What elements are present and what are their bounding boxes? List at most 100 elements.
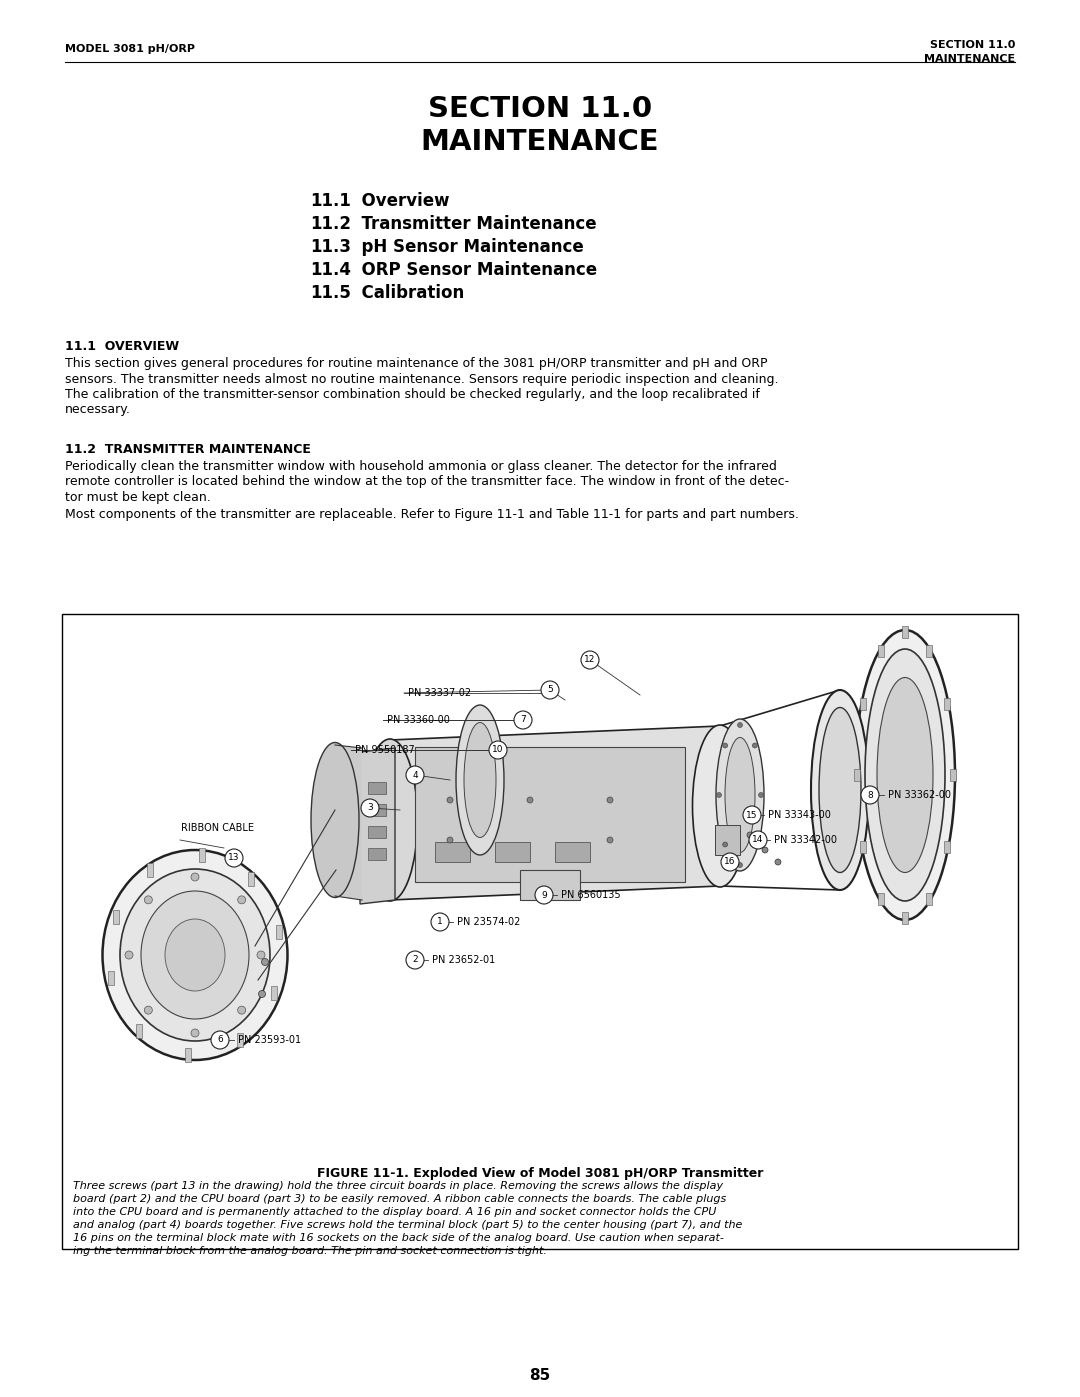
Text: The calibration of the transmitter-sensor combination should be checked regularl: The calibration of the transmitter-senso…: [65, 388, 760, 401]
Bar: [271, 986, 278, 1000]
Bar: [199, 848, 205, 862]
Bar: [715, 826, 740, 855]
Circle shape: [238, 895, 245, 904]
Circle shape: [861, 787, 879, 805]
Text: 3: 3: [367, 803, 373, 813]
Circle shape: [261, 958, 269, 965]
Circle shape: [431, 914, 449, 930]
Text: MAINTENANCE: MAINTENANCE: [421, 129, 659, 156]
Text: ORP Sensor Maintenance: ORP Sensor Maintenance: [350, 261, 597, 279]
Polygon shape: [360, 747, 395, 904]
Text: 11.1: 11.1: [310, 191, 351, 210]
Text: 13: 13: [228, 854, 240, 862]
Bar: [861, 697, 866, 710]
Bar: [415, 747, 685, 882]
Circle shape: [406, 766, 424, 784]
Circle shape: [145, 895, 152, 904]
Text: PN 33343-00: PN 33343-00: [768, 810, 831, 820]
Text: Most components of the transmitter are replaceable. Refer to Figure 11-1 and Tab: Most components of the transmitter are r…: [65, 509, 799, 521]
Bar: [112, 909, 119, 923]
Bar: [108, 971, 114, 985]
Circle shape: [489, 740, 507, 759]
Bar: [368, 782, 386, 793]
Circle shape: [361, 799, 379, 817]
Text: PN 33362-00: PN 33362-00: [888, 789, 951, 800]
Circle shape: [447, 798, 453, 803]
Ellipse shape: [811, 690, 869, 890]
Circle shape: [238, 1006, 245, 1014]
Bar: [435, 842, 470, 862]
Bar: [186, 1048, 191, 1062]
Text: 7: 7: [521, 715, 526, 725]
Ellipse shape: [819, 707, 861, 873]
Circle shape: [723, 842, 728, 847]
Bar: [62, 615, 1018, 1249]
Circle shape: [125, 951, 133, 958]
Text: into the CPU board and is permanently attached to the display board. A 16 pin an: into the CPU board and is permanently at…: [73, 1207, 716, 1217]
Text: 9: 9: [541, 890, 546, 900]
Text: 11.4: 11.4: [310, 261, 351, 279]
Bar: [944, 697, 949, 710]
Text: 11.1  OVERVIEW: 11.1 OVERVIEW: [65, 339, 179, 353]
Ellipse shape: [716, 719, 764, 870]
Text: necessary.: necessary.: [65, 404, 131, 416]
Circle shape: [750, 831, 767, 849]
Text: 16 pins on the terminal block mate with 16 sockets on the back side of the analo: 16 pins on the terminal block mate with …: [73, 1234, 724, 1243]
Ellipse shape: [103, 849, 287, 1060]
Text: 1: 1: [437, 918, 443, 926]
Circle shape: [743, 806, 761, 824]
Circle shape: [535, 886, 553, 904]
Circle shape: [527, 798, 534, 803]
Text: board (part 2) and the CPU board (part 3) to be easily removed. A ribbon cable c: board (part 2) and the CPU board (part 3…: [73, 1194, 726, 1204]
Text: 4: 4: [413, 771, 418, 780]
Text: 11.5: 11.5: [310, 284, 351, 302]
Text: remote controller is located behind the window at the top of the transmitter fac: remote controller is located behind the …: [65, 475, 789, 489]
Circle shape: [721, 854, 739, 870]
Text: Periodically clean the transmitter window with household ammonia or glass cleane: Periodically clean the transmitter windo…: [65, 460, 777, 474]
Circle shape: [191, 1030, 199, 1037]
Circle shape: [607, 798, 613, 803]
Text: Calibration: Calibration: [350, 284, 464, 302]
Bar: [926, 645, 932, 657]
Text: PN 23593-01: PN 23593-01: [238, 1035, 301, 1045]
Bar: [902, 912, 908, 923]
Text: PN 33342-00: PN 33342-00: [774, 835, 837, 845]
Ellipse shape: [141, 891, 249, 1018]
Text: 11.2: 11.2: [310, 215, 351, 233]
Bar: [368, 848, 386, 861]
Circle shape: [723, 743, 728, 747]
Ellipse shape: [363, 739, 418, 901]
Circle shape: [753, 842, 757, 847]
Text: This section gives general procedures for routine maintenance of the 3081 pH/ORP: This section gives general procedures fo…: [65, 358, 768, 370]
Text: pH Sensor Maintenance: pH Sensor Maintenance: [350, 237, 584, 256]
Ellipse shape: [877, 678, 933, 873]
Text: PN 23652-01: PN 23652-01: [432, 956, 496, 965]
Text: Transmitter Maintenance: Transmitter Maintenance: [350, 215, 596, 233]
Text: FIGURE 11-1. Exploded View of Model 3081 pH/ORP Transmitter: FIGURE 11-1. Exploded View of Model 3081…: [316, 1166, 764, 1180]
Circle shape: [775, 859, 781, 865]
Circle shape: [258, 990, 266, 997]
Text: SECTION 11.0: SECTION 11.0: [428, 95, 652, 123]
Circle shape: [607, 837, 613, 842]
Text: 6: 6: [217, 1035, 222, 1045]
Text: and analog (part 4) boards together. Five screws hold the terminal block (part 5: and analog (part 4) boards together. Fiv…: [73, 1220, 742, 1229]
Circle shape: [406, 951, 424, 970]
Text: 2: 2: [413, 956, 418, 964]
Ellipse shape: [165, 919, 225, 990]
Text: RIBBON CABLE: RIBBON CABLE: [181, 823, 254, 833]
Text: PN 33337-02: PN 33337-02: [408, 687, 471, 698]
Text: PN 9550187: PN 9550187: [355, 745, 415, 754]
Text: Overview: Overview: [350, 191, 449, 210]
Bar: [902, 626, 908, 638]
Text: 5: 5: [548, 686, 553, 694]
Circle shape: [191, 873, 199, 882]
Bar: [368, 805, 386, 816]
Bar: [926, 893, 932, 905]
Text: ing the terminal block from the analog board. The pin and socket connection is t: ing the terminal block from the analog b…: [73, 1246, 546, 1256]
Bar: [878, 893, 885, 905]
Text: PN 33360-00: PN 33360-00: [387, 715, 450, 725]
Text: 10: 10: [492, 746, 503, 754]
Circle shape: [747, 833, 753, 838]
Polygon shape: [390, 726, 720, 900]
Ellipse shape: [311, 742, 359, 897]
